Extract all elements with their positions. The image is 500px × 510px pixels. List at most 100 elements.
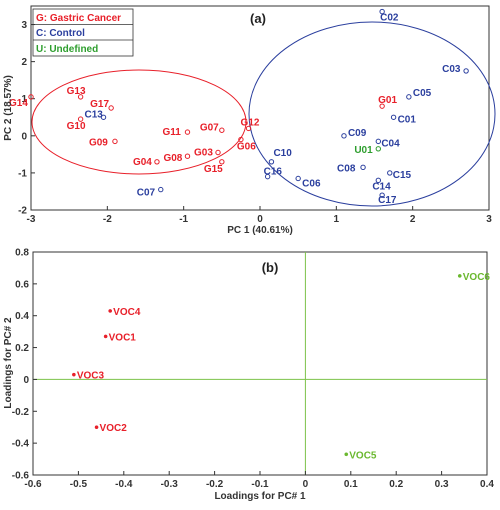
pca-point-label: G14 bbox=[9, 98, 28, 109]
loadings-y-axis-label: Loadings for PC# 2 bbox=[3, 317, 14, 409]
pca-point-label: G06 bbox=[237, 142, 256, 153]
pca-x-tick-label: 0 bbox=[257, 214, 263, 225]
pca-point-marker bbox=[154, 159, 160, 165]
loadings-panel: (b) -0.6 -0.5 -0.4 -0.3 -0.2 -0.1 0 0.1 0.2 0.3 0.… bbox=[3, 248, 494, 503]
pca-point-label: C02 bbox=[380, 13, 399, 24]
loadings-y-ticks: -0.6 -0.4 -0.2 0 0.2 0.4 0.6 0.8 bbox=[12, 248, 37, 482]
pca-point-label: G12 bbox=[241, 117, 260, 128]
loadings-x-tick-label: -0.6 bbox=[24, 479, 42, 490]
loading-point-marker bbox=[103, 334, 108, 339]
pca-panel-label: (a) bbox=[250, 11, 266, 26]
pca-point-marker bbox=[219, 159, 225, 165]
pca-point-label: G09 bbox=[89, 137, 108, 148]
pca-y-axis-label: PC 2 (18.57%) bbox=[3, 75, 14, 141]
pca-y-tick-label: -1 bbox=[18, 168, 27, 179]
legend-entry-undefined: U: Undefined bbox=[36, 44, 98, 55]
pca-point-label: G10 bbox=[67, 121, 86, 132]
loadings-x-tick-label: 0.2 bbox=[389, 479, 403, 490]
pca-legend: G: Gastric Cancer C: Control U: Undefine… bbox=[32, 8, 134, 57]
loadings-panel-label: (b) bbox=[262, 260, 279, 275]
pca-point-marker bbox=[390, 114, 397, 120]
legend-entry-gastric: G: Gastric Cancer bbox=[36, 13, 121, 24]
pca-point-marker bbox=[387, 170, 393, 176]
pca-point-marker bbox=[268, 159, 275, 165]
gastric-cluster-ellipse bbox=[31, 69, 247, 175]
pca-point-marker bbox=[295, 175, 301, 182]
pca-point-label: G07 bbox=[200, 122, 219, 133]
pca-point-label: C01 bbox=[398, 114, 417, 125]
pca-point-label: G11 bbox=[162, 127, 181, 138]
pca-y-tick-label: -2 bbox=[18, 206, 27, 217]
loading-point-label: VOC5 bbox=[349, 450, 377, 461]
pca-point-marker bbox=[219, 127, 225, 133]
pca-point-marker bbox=[406, 94, 412, 100]
loadings-x-axis-label: Loadings for PC# 1 bbox=[214, 491, 306, 502]
pca-point-label: C10 bbox=[273, 148, 292, 159]
pca-point-label: C05 bbox=[413, 88, 432, 99]
pca-point-label: G08 bbox=[163, 153, 182, 164]
pca-point-label: C13 bbox=[85, 109, 104, 120]
pca-point-label: C15 bbox=[393, 170, 412, 181]
pca-point-marker bbox=[245, 125, 252, 132]
pca-point-marker bbox=[158, 186, 164, 193]
loadings-y-tick-label: 0.2 bbox=[15, 343, 29, 354]
loadings-x-tick-label: -0.1 bbox=[251, 479, 269, 490]
pca-x-axis-label: PC 1 (40.61%) bbox=[227, 225, 293, 236]
pca-scores-panel: (a) G: Gastric Cancer C: Control U: Unde… bbox=[3, 5, 496, 236]
pca-x-tick-label: -2 bbox=[103, 214, 112, 225]
pca-point-marker bbox=[379, 103, 385, 109]
loadings-y-tick-label: -0.4 bbox=[12, 439, 30, 450]
pca-y-tick-label: 1 bbox=[21, 94, 27, 105]
loadings-x-tick-label: 0.1 bbox=[344, 479, 358, 490]
pca-point-label: G17 bbox=[90, 99, 109, 110]
loadings-x-tick-label: 0.3 bbox=[435, 479, 449, 490]
pca-point-label: G04 bbox=[133, 157, 152, 168]
pca-y-tick-label: 0 bbox=[21, 131, 27, 142]
loading-point-marker bbox=[344, 452, 349, 457]
pca-point-marker bbox=[463, 68, 469, 74]
loading-point-marker bbox=[94, 425, 99, 430]
pca-y-tick-label: 2 bbox=[21, 57, 27, 68]
pca-point-marker bbox=[264, 173, 271, 180]
pca-point-label: G01 bbox=[378, 95, 397, 106]
pca-point-label: C09 bbox=[348, 128, 367, 139]
control-cluster-ellipse bbox=[248, 21, 496, 207]
pca-point-marker bbox=[238, 136, 244, 143]
loadings-x-tick-label: -0.4 bbox=[115, 479, 133, 490]
pca-point-marker bbox=[375, 177, 382, 184]
loading-point-label: VOC2 bbox=[100, 423, 128, 434]
pca-point-label: C16 bbox=[264, 167, 283, 178]
legend-box bbox=[32, 8, 134, 57]
loading-point-marker bbox=[457, 274, 462, 278]
pca-point-marker bbox=[77, 94, 84, 100]
pca-x-tick-label: -1 bbox=[179, 214, 188, 225]
pca-point-marker bbox=[184, 129, 191, 135]
loadings-points: VOC4 VOC1 VOC3 VOC2 VOC5 VOC6 bbox=[72, 272, 490, 461]
pca-point-marker bbox=[379, 8, 385, 15]
pca-x-tick-label: 3 bbox=[486, 214, 492, 225]
loading-point-label: VOC4 bbox=[113, 307, 141, 318]
loading-point-label: VOC1 bbox=[109, 332, 137, 343]
pca-x-tick-label: 2 bbox=[410, 214, 416, 225]
pca-point-label: C06 bbox=[302, 178, 321, 189]
legend-entry-control: C: Control bbox=[36, 28, 85, 39]
pca-point-label: G13 bbox=[67, 86, 86, 97]
loadings-x-tick-label: -0.3 bbox=[161, 479, 179, 490]
loadings-y-tick-label: -0.6 bbox=[12, 471, 30, 482]
loadings-x-tick-label: 0 bbox=[303, 479, 309, 490]
loadings-x-tick-label: -0.5 bbox=[70, 479, 88, 490]
pca-point-label: G15 bbox=[204, 164, 223, 175]
pca-x-tick-label: 1 bbox=[334, 214, 340, 225]
pca-point-marker bbox=[108, 105, 114, 111]
pca-point-marker bbox=[28, 94, 34, 100]
loadings-y-tick-label: 0 bbox=[23, 375, 29, 386]
pca-point-marker bbox=[360, 164, 366, 171]
loadings-x-tick-label: -0.2 bbox=[206, 479, 224, 490]
pca-point-label: C03 bbox=[442, 64, 461, 75]
pca-point-marker bbox=[341, 133, 347, 139]
loadings-y-tick-label: 0.6 bbox=[15, 279, 29, 290]
pca-point-marker bbox=[77, 116, 84, 122]
